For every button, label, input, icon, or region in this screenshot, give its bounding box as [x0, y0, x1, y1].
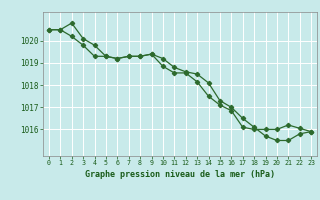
X-axis label: Graphe pression niveau de la mer (hPa): Graphe pression niveau de la mer (hPa) — [85, 170, 275, 179]
